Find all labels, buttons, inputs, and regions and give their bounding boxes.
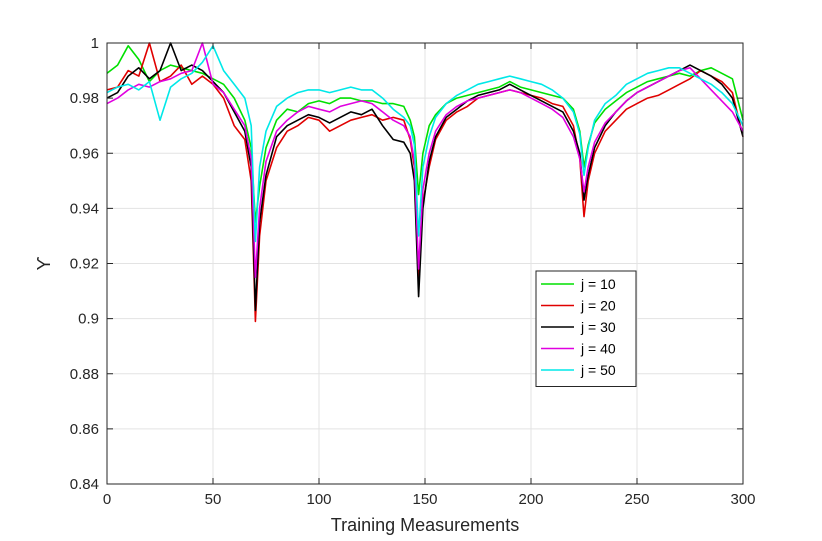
series-line-1 <box>106 44 744 223</box>
x-tick-label: 0 <box>103 491 111 508</box>
series-line-4 <box>106 42 744 279</box>
x-tick-label: 100 <box>306 491 331 508</box>
legend-label: j = 50 <box>580 362 616 378</box>
legend-label: j = 40 <box>580 341 616 357</box>
legend-label: j = 30 <box>580 319 616 335</box>
series-line-5 <box>106 44 744 243</box>
y-tick-label: 0.84 <box>70 476 99 493</box>
legend-label: j = 20 <box>580 298 616 314</box>
series-group <box>106 42 744 323</box>
y-tick-label: 0.92 <box>70 256 99 273</box>
y-tick-label: 0.94 <box>70 200 99 217</box>
legend-box <box>535 270 637 387</box>
y-tick-label: 0.96 <box>70 145 99 162</box>
y-tick-label: 0.9 <box>78 311 99 328</box>
legend: j = 10 j = 20 j = 30 j = 40 j = 50 <box>535 270 637 387</box>
y-tick-label: 1 <box>91 35 99 52</box>
axis-ticks: 0 50 100 150 200 250 300 0.84 0.86 0.88 0.9 0.92 0.9… <box>70 35 756 508</box>
x-tick-label: 150 <box>412 491 437 508</box>
x-tick-label: 250 <box>624 491 649 508</box>
x-tick-label: 300 <box>730 491 755 508</box>
y-axis-title: ϒ <box>34 256 54 270</box>
x-axis-title: Training Measurements <box>331 515 519 535</box>
legend-label: j = 10 <box>580 276 616 292</box>
x-tick-label: 50 <box>205 491 222 508</box>
y-tick-label: 0.88 <box>70 366 99 383</box>
y-tick-label: 0.86 <box>70 421 99 438</box>
y-tick-label: 0.98 <box>70 90 99 107</box>
x-tick-label: 200 <box>518 491 543 508</box>
